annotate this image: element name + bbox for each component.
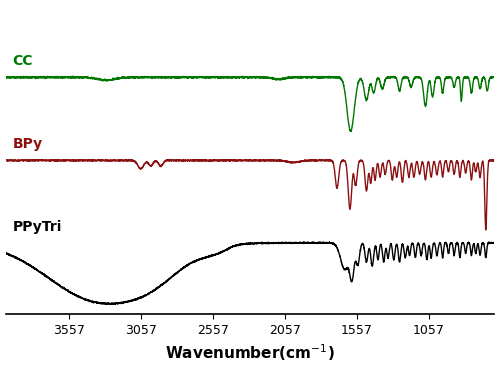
Text: PPyTri: PPyTri [12, 220, 62, 234]
X-axis label: Wavenumber(cm$^{-1}$): Wavenumber(cm$^{-1}$) [165, 343, 335, 363]
Text: CC: CC [12, 54, 33, 68]
Text: BPy: BPy [12, 138, 43, 151]
